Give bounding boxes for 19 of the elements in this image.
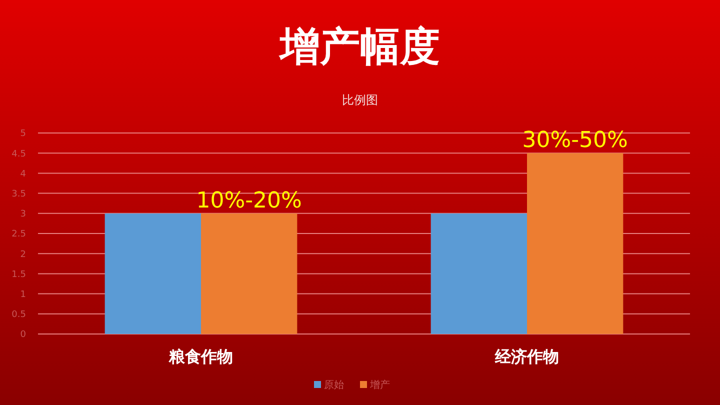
y-tick-label: 1 — [20, 290, 26, 300]
y-tick-label: 4.5 — [12, 149, 26, 160]
y-tick-label: 2.5 — [12, 230, 26, 240]
y-tick-label: 0 — [20, 330, 26, 340]
legend-label: 原始 — [324, 380, 344, 391]
y-tick-label: 2 — [20, 250, 26, 260]
annotation: 30%-50% — [522, 128, 628, 154]
chart-title: 增产幅度 — [278, 24, 440, 70]
y-tick-label: 0.5 — [12, 310, 26, 320]
x-tick-label: 粮食作物 — [168, 347, 233, 366]
y-tick-label: 3 — [20, 210, 26, 220]
x-tick-label: 经济作物 — [494, 347, 559, 366]
y-tick-label: 4 — [20, 169, 26, 180]
legend-label: 增产 — [369, 379, 390, 391]
annotation: 10%-20% — [196, 188, 302, 214]
y-tick-label: 1.5 — [12, 270, 26, 280]
y-tick-label: 3.5 — [12, 189, 26, 200]
chart-subtitle: 比例图 — [342, 93, 378, 107]
y-tick-label: 5 — [20, 129, 26, 140]
